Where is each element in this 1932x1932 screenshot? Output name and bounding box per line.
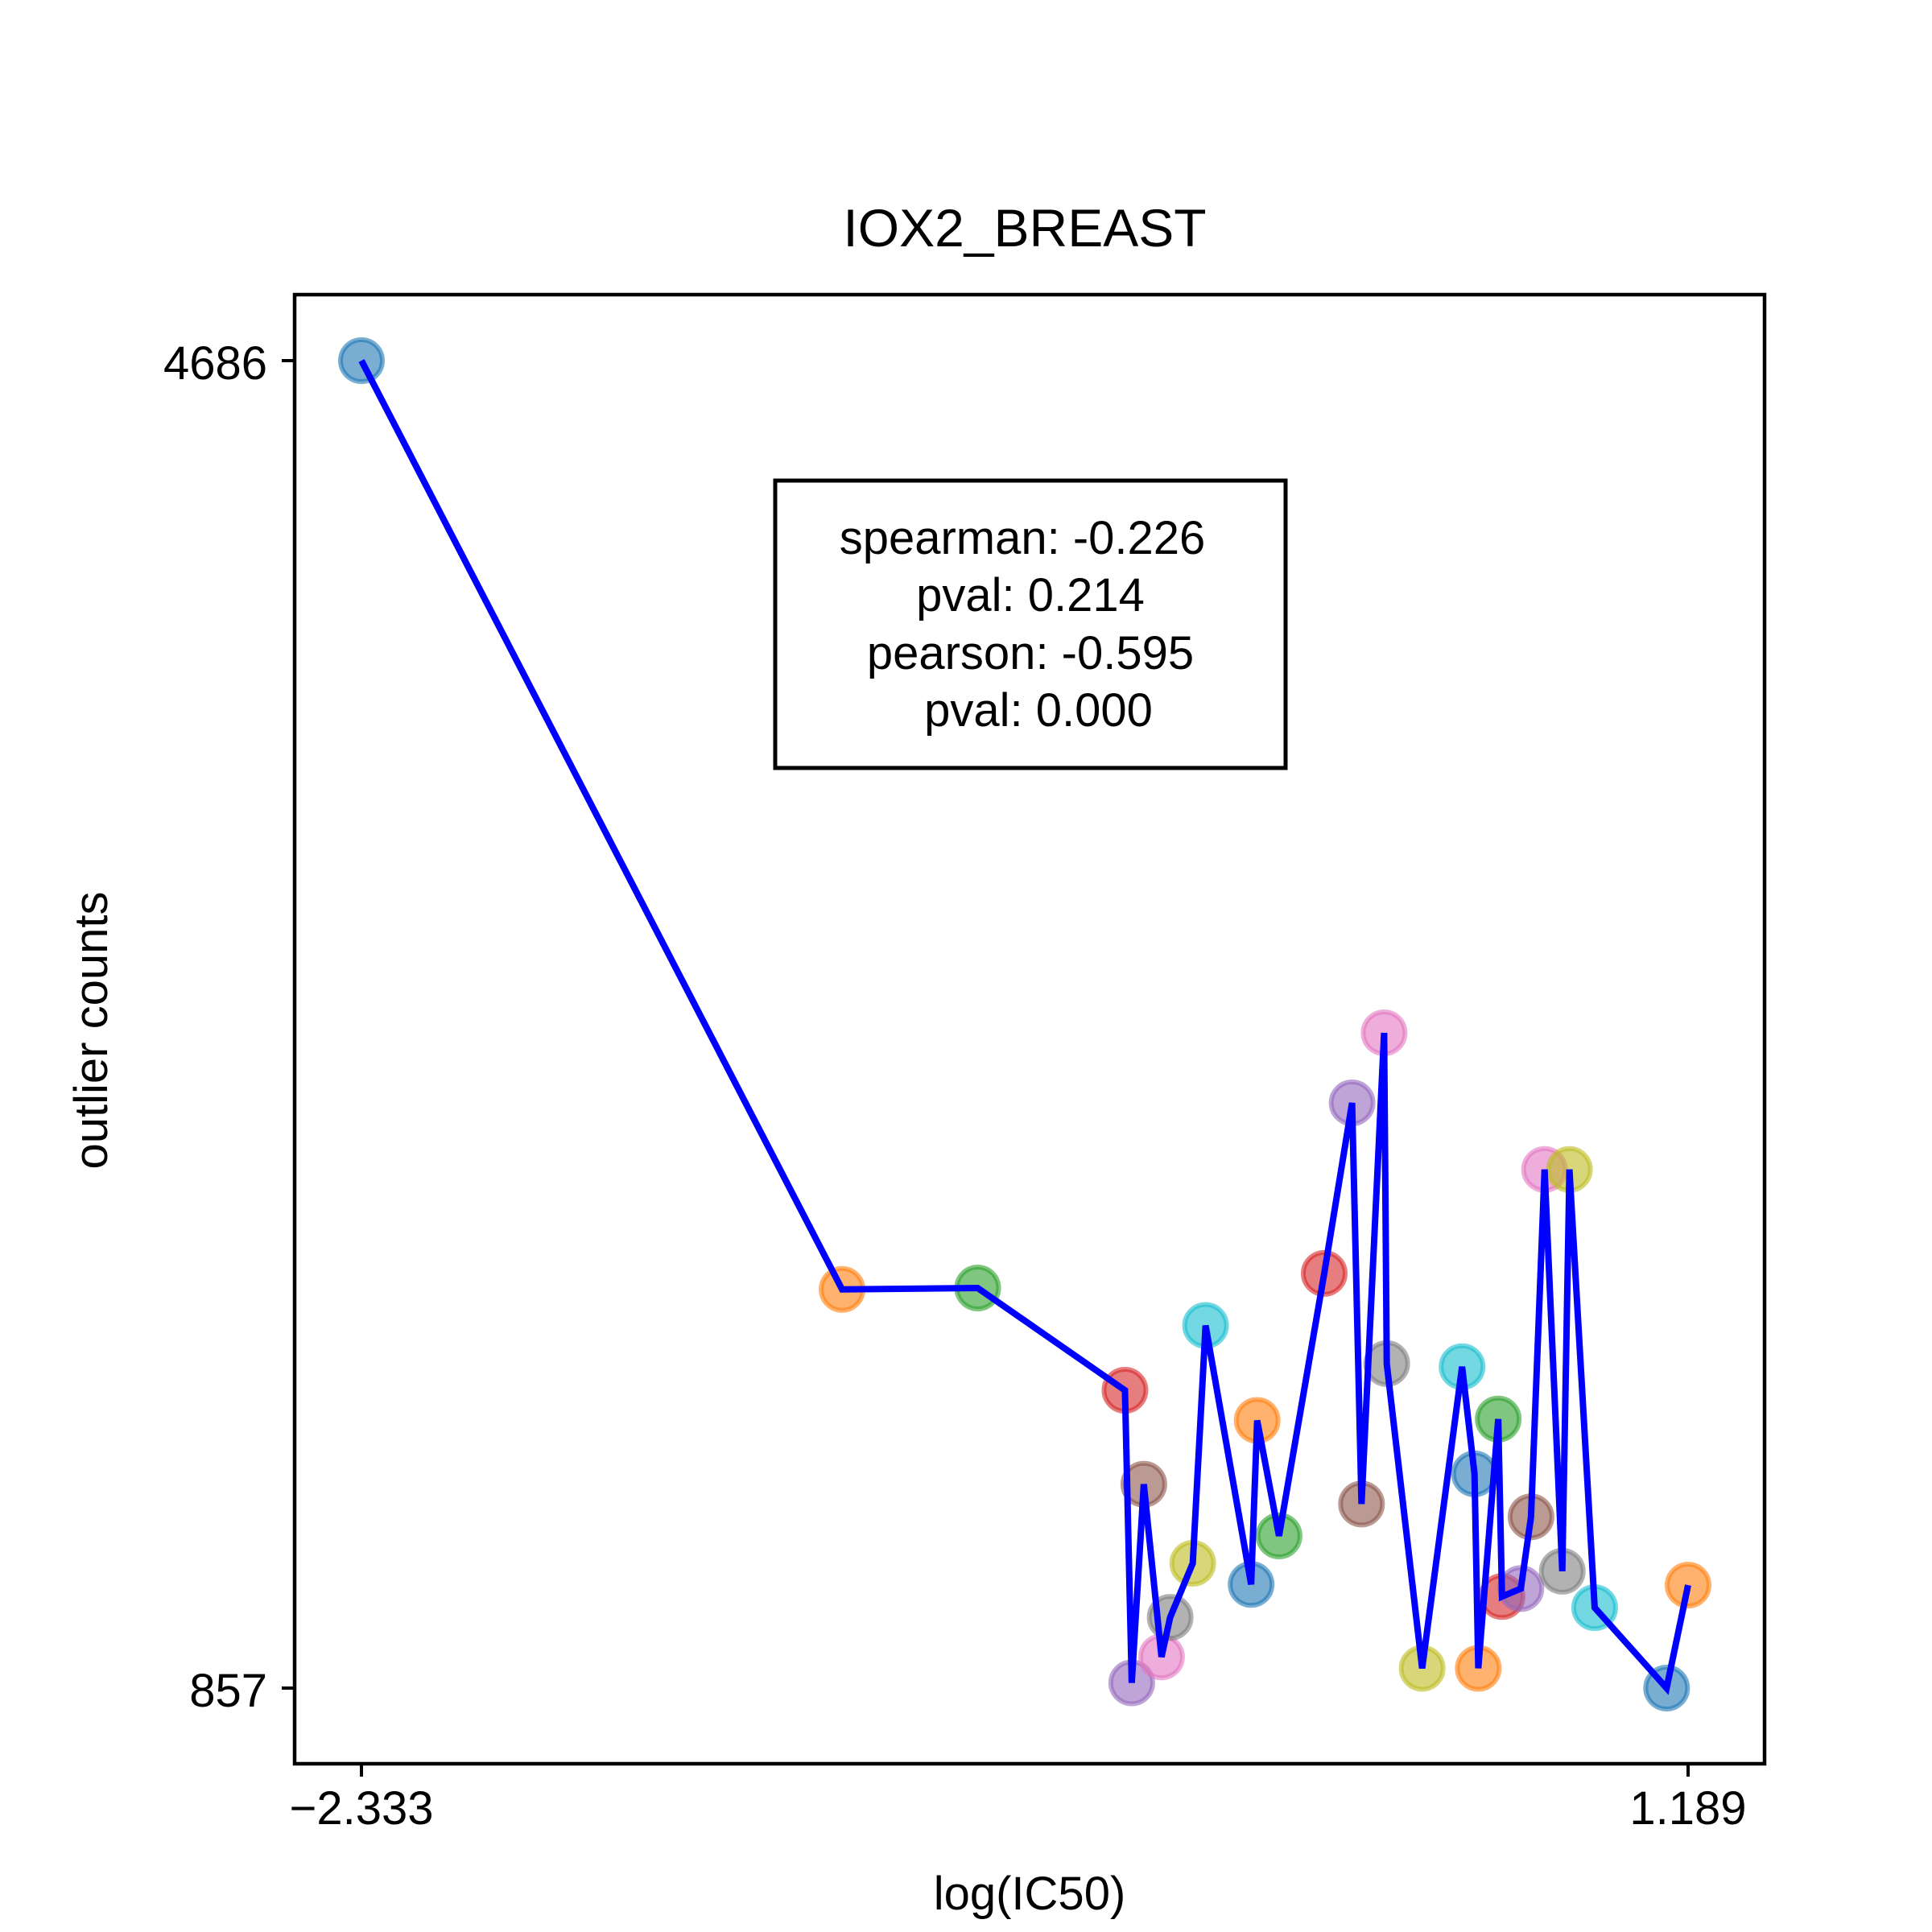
stats-box: [773, 478, 1288, 770]
stats-spearman: spearman: -0.226: [840, 512, 1206, 564]
y-tick-label-top: 4686: [163, 337, 267, 390]
x-axis-label: log(IC50): [934, 1868, 1126, 1920]
x-tick-label-left: −2.333: [289, 1782, 433, 1835]
y-axis-label: outlier counts: [65, 892, 118, 1170]
series-line: [358, 359, 1691, 1695]
chart-marks: [338, 337, 1711, 1711]
plot-area-frame: [292, 292, 1767, 1766]
stats-pearson-pval: pval: 0.000: [924, 684, 1153, 737]
stats-spearman-pval: pval: 0.214: [916, 569, 1145, 621]
chart-title: IOX2_BREAST: [843, 198, 1206, 258]
x-tick-label-right: 1.189: [1629, 1782, 1746, 1835]
stats-pearson: pearson: -0.595: [867, 627, 1194, 679]
y-tick-label-bottom: 857: [189, 1665, 267, 1717]
